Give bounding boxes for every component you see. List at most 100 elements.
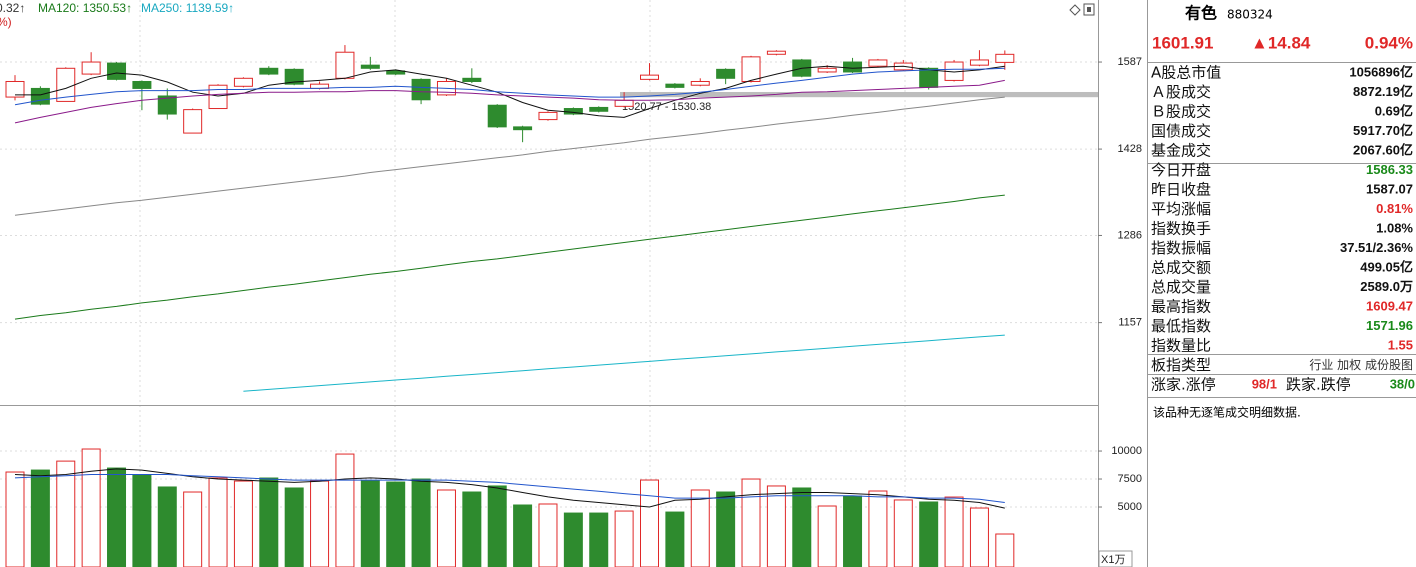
note: 该品种无逐笔成交明细数据. (1153, 405, 1301, 420)
row-value: 2067.60亿 (1353, 142, 1413, 157)
y-tick-label: 10000 (1111, 445, 1142, 457)
row-label: Ｂ股成交 (1151, 103, 1211, 121)
y-tick-label: 1428 (1118, 143, 1142, 155)
candle-body (183, 109, 203, 134)
candle-body (284, 68, 304, 85)
volume-bar (716, 491, 736, 567)
volume-bar (30, 469, 50, 567)
volume-bar (259, 477, 279, 567)
volume-bar (183, 491, 203, 567)
volume-bar (513, 504, 533, 567)
row-value: 1.55 (1388, 337, 1413, 352)
volume-bar (208, 477, 228, 567)
candle-body (589, 106, 609, 112)
candle-body (969, 59, 989, 66)
ma-line (14, 79, 1005, 124)
row-label: 昨日收盘 (1151, 181, 1211, 199)
row-value: 1587.07 (1366, 181, 1413, 196)
row-value: 1609.47 (1366, 298, 1413, 313)
candle-body (766, 50, 786, 55)
volume-bar (640, 479, 659, 567)
price: 1601.91 (1152, 33, 1213, 52)
row-label: 基金成交 (1151, 142, 1211, 160)
row-label: 最低指数 (1151, 317, 1211, 335)
ma-line (243, 334, 1005, 392)
volume-bar (335, 453, 355, 567)
unit-label: X1万 (1101, 554, 1125, 566)
row-label: A股总市值 (1151, 64, 1221, 82)
breadth-label: 涨家.涨停 (1151, 376, 1216, 394)
ma-line (15, 65, 1005, 118)
y-tick-label: 1286 (1118, 229, 1142, 241)
icon-window-inner (1087, 7, 1091, 12)
row-value: 2589.0万 (1360, 279, 1413, 294)
volume-bar (563, 512, 583, 567)
row-label: 指数换手 (1151, 220, 1211, 238)
volume-bar (868, 490, 888, 567)
legend-entry: MA120: 1350.53↑ (38, 1, 132, 15)
row-value: 499.05亿 (1360, 259, 1413, 274)
volume-bar (919, 501, 939, 567)
candle-body (360, 64, 380, 69)
candle-body (411, 78, 431, 101)
row-label: 指数振幅 (1151, 239, 1211, 257)
volume-bar (132, 474, 152, 567)
candle-body (716, 68, 736, 79)
price-band (620, 91, 1098, 98)
candle-body (157, 95, 177, 115)
volume-bar (665, 511, 685, 567)
y-tick-label: 1157 (1118, 317, 1142, 329)
volume-bar (310, 480, 330, 567)
candle-body (868, 59, 888, 67)
row-value: 行业 加权 成份股图 (1309, 358, 1413, 372)
volume-bar (766, 485, 786, 567)
candle-body (208, 84, 228, 110)
candle-body (5, 80, 25, 98)
breadth-label: 跌家.跌停 (1286, 376, 1351, 394)
volume-bar (233, 480, 253, 567)
volume-bar (792, 487, 812, 567)
volume-bar (436, 489, 456, 567)
volume-bar (944, 496, 964, 567)
y-tick-label: 1587 (1118, 56, 1142, 68)
volume-bar (614, 510, 634, 567)
row-label: 总成交额 (1151, 259, 1211, 277)
row-value: 5917.70亿 (1353, 123, 1413, 138)
volume-bar (487, 485, 507, 567)
candle-body (259, 67, 279, 75)
ma-line (14, 96, 1005, 216)
change: ▲14.84 (1251, 33, 1311, 52)
volume-bar (360, 480, 380, 567)
volume-bar (995, 533, 1015, 567)
candle-body (513, 126, 533, 131)
row-label: 总成交量 (1151, 278, 1211, 296)
volume-bar (56, 460, 76, 567)
tool-icons[interactable] (1069, 3, 1095, 16)
candle-body (335, 51, 355, 79)
y-tick-label: 5000 (1118, 501, 1142, 513)
row-label: Ａ股成交 (1151, 83, 1211, 101)
legend-entry: %) (0, 15, 12, 29)
volume-bar (690, 489, 710, 567)
volume-bar (741, 478, 761, 567)
icon-diamond[interactable] (1069, 4, 1081, 16)
row-value: 8872.19亿 (1353, 84, 1413, 99)
volume-bar (462, 491, 482, 567)
volume-bar (386, 481, 406, 567)
row-value: 1.08% (1376, 220, 1413, 235)
volume-bar (411, 478, 431, 567)
legend-entry: MA250: 1139.59↑ (141, 1, 234, 15)
volume-bar (284, 487, 304, 567)
ma-line (14, 67, 1005, 106)
volume-bar (843, 495, 863, 567)
candle-body (233, 77, 253, 87)
stock-code: 880324 (1227, 8, 1273, 22)
candle-body (107, 62, 127, 80)
row-value: 0.69亿 (1375, 103, 1413, 118)
y-tick-label: 7500 (1118, 473, 1142, 485)
row-label: 最高指数 (1151, 298, 1211, 316)
candle-body (132, 80, 152, 89)
icon-window[interactable] (1083, 3, 1095, 16)
row-label: 平均涨幅 (1151, 200, 1211, 218)
legend-entry: 0.32↑ (0, 1, 25, 15)
